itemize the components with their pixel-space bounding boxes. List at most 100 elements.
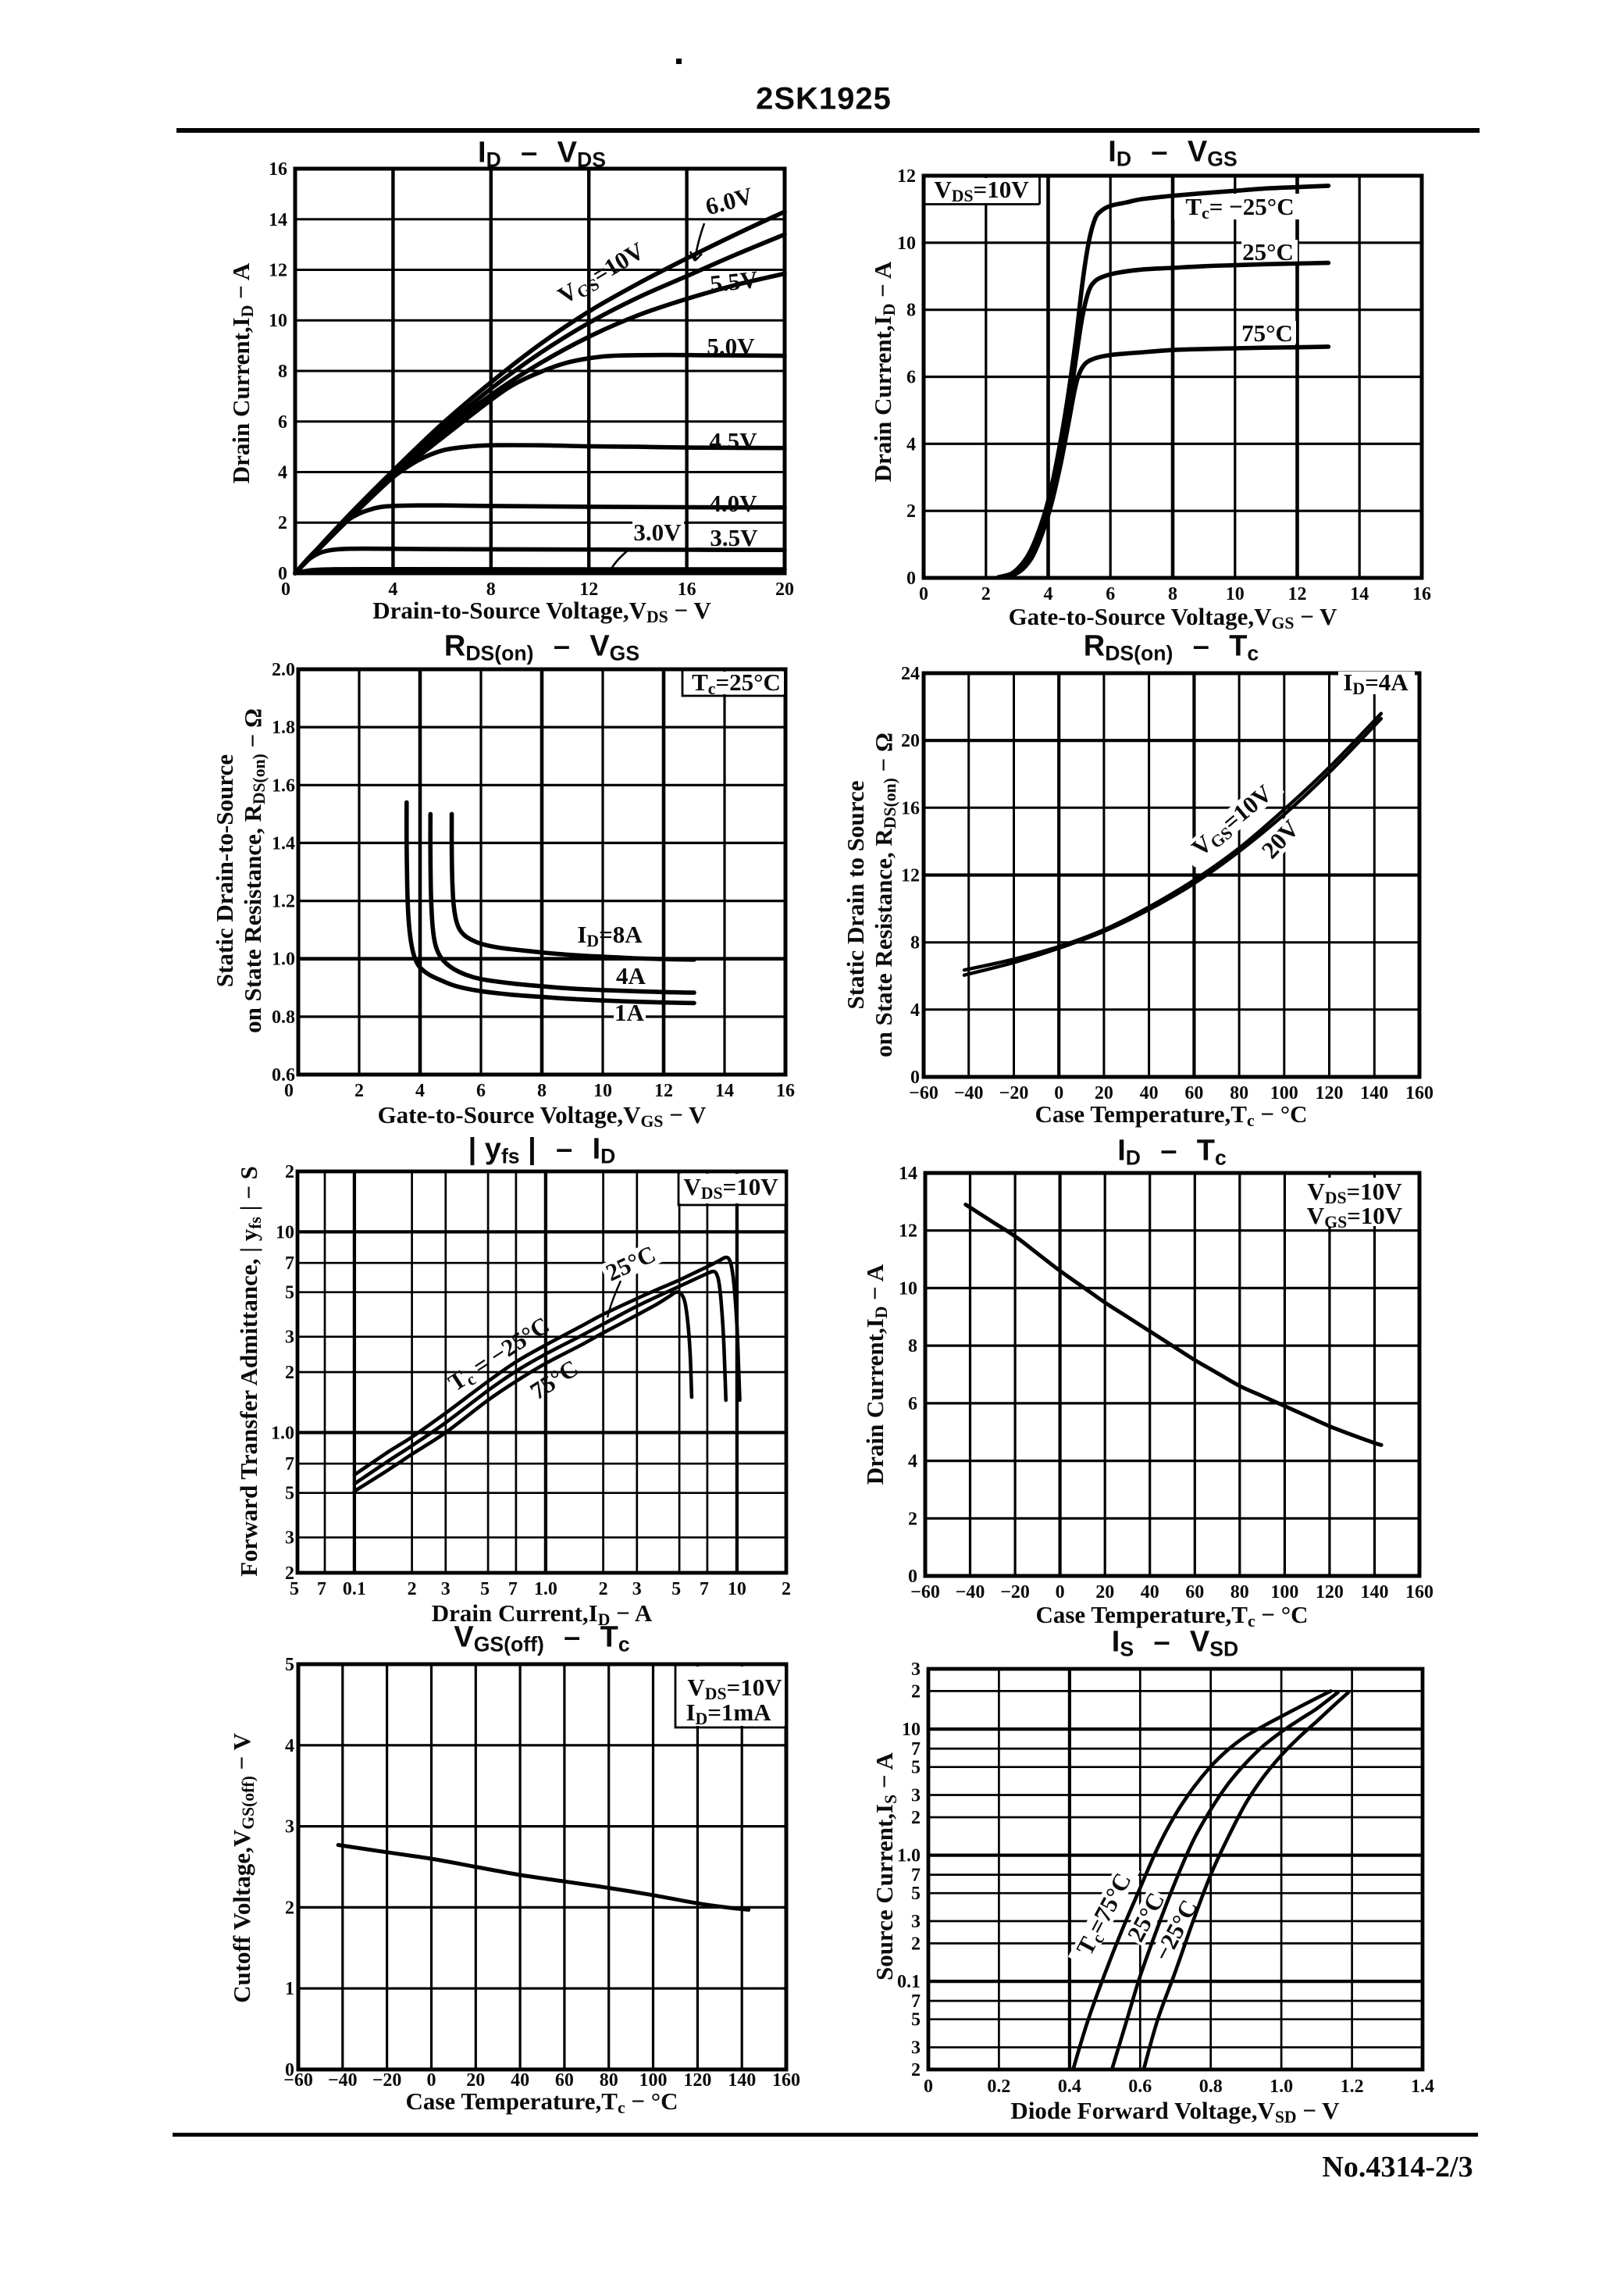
svg-text:0: 0 — [908, 1567, 917, 1587]
svg-text:−20: −20 — [999, 1083, 1029, 1103]
svg-text:16: 16 — [901, 798, 920, 818]
svg-text:100: 100 — [1270, 1582, 1298, 1602]
svg-text:120: 120 — [1316, 1083, 1344, 1103]
svg-text:3: 3 — [285, 1817, 294, 1838]
svg-text:14: 14 — [715, 1081, 734, 1101]
svg-text:14: 14 — [269, 210, 287, 230]
svg-text:3: 3 — [911, 2038, 921, 2059]
svg-text:5: 5 — [285, 1484, 294, 1504]
svg-text:10: 10 — [902, 1720, 921, 1740]
svg-text:0.8: 0.8 — [1199, 2077, 1223, 2097]
svg-text:0: 0 — [1054, 1083, 1063, 1103]
svg-text:1: 1 — [285, 1979, 294, 1999]
svg-text:40: 40 — [511, 2070, 529, 2091]
svg-text:80: 80 — [1230, 1582, 1249, 1602]
svg-text:12: 12 — [1288, 584, 1307, 604]
svg-text:0: 0 — [278, 564, 287, 584]
svg-text:2: 2 — [906, 501, 916, 522]
svg-text:5: 5 — [911, 1758, 921, 1778]
svg-text:16: 16 — [1412, 584, 1431, 604]
svg-text:6: 6 — [476, 1081, 486, 1101]
svg-text:5: 5 — [480, 1579, 490, 1599]
svg-text:5: 5 — [911, 2010, 921, 2030]
svg-text:7: 7 — [700, 1579, 709, 1599]
svg-text:20: 20 — [1095, 1582, 1114, 1602]
svg-text:20: 20 — [1095, 1083, 1113, 1103]
svg-text:−20: −20 — [1000, 1582, 1030, 1602]
svg-text:5: 5 — [671, 1579, 681, 1599]
svg-text:10: 10 — [728, 1579, 746, 1599]
svg-text:1.6: 1.6 — [272, 775, 295, 796]
svg-text:1.0: 1.0 — [272, 950, 295, 970]
svg-text:1.2: 1.2 — [1341, 2077, 1364, 2097]
svg-text:0: 0 — [910, 1068, 920, 1088]
svg-text:5: 5 — [911, 1884, 921, 1904]
svg-text:2.0: 2.0 — [272, 660, 295, 680]
svg-text:10: 10 — [1226, 584, 1245, 604]
svg-text:3: 3 — [911, 1659, 921, 1680]
svg-text:−60: −60 — [909, 1083, 938, 1103]
svg-text:160: 160 — [772, 2070, 800, 2091]
svg-text:2: 2 — [911, 1681, 921, 1702]
svg-text:0: 0 — [281, 579, 290, 600]
svg-text:120: 120 — [1316, 1582, 1344, 1602]
svg-text:2: 2 — [285, 1898, 294, 1918]
svg-text:12: 12 — [897, 166, 916, 187]
svg-text:2: 2 — [911, 2060, 921, 2080]
svg-text:−40: −40 — [954, 1083, 984, 1103]
svg-text:1.2: 1.2 — [272, 892, 295, 912]
svg-text:7: 7 — [317, 1579, 326, 1599]
svg-text:1.0: 1.0 — [897, 1846, 921, 1866]
svg-text:16: 16 — [269, 159, 287, 180]
svg-text:7: 7 — [285, 1454, 294, 1474]
svg-text:0.6: 0.6 — [272, 1065, 295, 1086]
svg-text:1.0: 1.0 — [271, 1423, 294, 1443]
svg-text:140: 140 — [1361, 1582, 1389, 1602]
svg-text:3: 3 — [285, 1328, 294, 1348]
svg-text:80: 80 — [600, 2070, 618, 2091]
svg-text:2: 2 — [599, 1579, 608, 1599]
svg-text:160: 160 — [1405, 1083, 1433, 1103]
svg-text:2: 2 — [278, 513, 287, 533]
svg-text:−60: −60 — [910, 1582, 940, 1602]
svg-text:4: 4 — [388, 579, 397, 600]
svg-text:8: 8 — [908, 1336, 917, 1356]
svg-text:4: 4 — [906, 434, 916, 455]
svg-text:2: 2 — [408, 1579, 417, 1599]
svg-text:10: 10 — [593, 1081, 612, 1101]
svg-text:2: 2 — [782, 1579, 791, 1599]
svg-text:8: 8 — [278, 362, 287, 382]
svg-text:12: 12 — [269, 261, 287, 281]
svg-text:6: 6 — [908, 1394, 917, 1414]
svg-text:3: 3 — [911, 1786, 921, 1806]
svg-text:0.1: 0.1 — [897, 1972, 921, 1992]
svg-text:12: 12 — [579, 579, 598, 600]
svg-text:7: 7 — [911, 1991, 921, 2012]
svg-text:60: 60 — [555, 2070, 574, 2091]
svg-text:12: 12 — [899, 1221, 917, 1242]
svg-text:0: 0 — [427, 2070, 436, 2091]
svg-text:4: 4 — [1044, 584, 1053, 604]
svg-text:24: 24 — [901, 664, 920, 684]
svg-text:14: 14 — [1350, 584, 1369, 604]
svg-text:140: 140 — [728, 2070, 756, 2091]
svg-text:2: 2 — [981, 584, 991, 604]
svg-text:12: 12 — [654, 1081, 673, 1101]
svg-text:60: 60 — [1184, 1083, 1203, 1103]
svg-text:−40: −40 — [956, 1582, 985, 1602]
svg-text:8: 8 — [486, 579, 496, 600]
svg-text:1.0: 1.0 — [1270, 2077, 1293, 2097]
svg-text:100: 100 — [639, 2070, 668, 2091]
svg-text:−60: −60 — [283, 2070, 313, 2091]
svg-text:2: 2 — [285, 1363, 294, 1383]
svg-text:0: 0 — [1056, 1582, 1065, 1602]
svg-text:3: 3 — [285, 1528, 294, 1549]
svg-text:10: 10 — [897, 234, 916, 254]
svg-text:8: 8 — [910, 933, 920, 954]
svg-text:0: 0 — [924, 2077, 933, 2097]
svg-text:160: 160 — [1405, 1582, 1433, 1602]
svg-text:7: 7 — [285, 1253, 294, 1274]
svg-text:16: 16 — [776, 1081, 795, 1101]
svg-text:20: 20 — [466, 2070, 485, 2091]
svg-text:−40: −40 — [328, 2070, 358, 2091]
